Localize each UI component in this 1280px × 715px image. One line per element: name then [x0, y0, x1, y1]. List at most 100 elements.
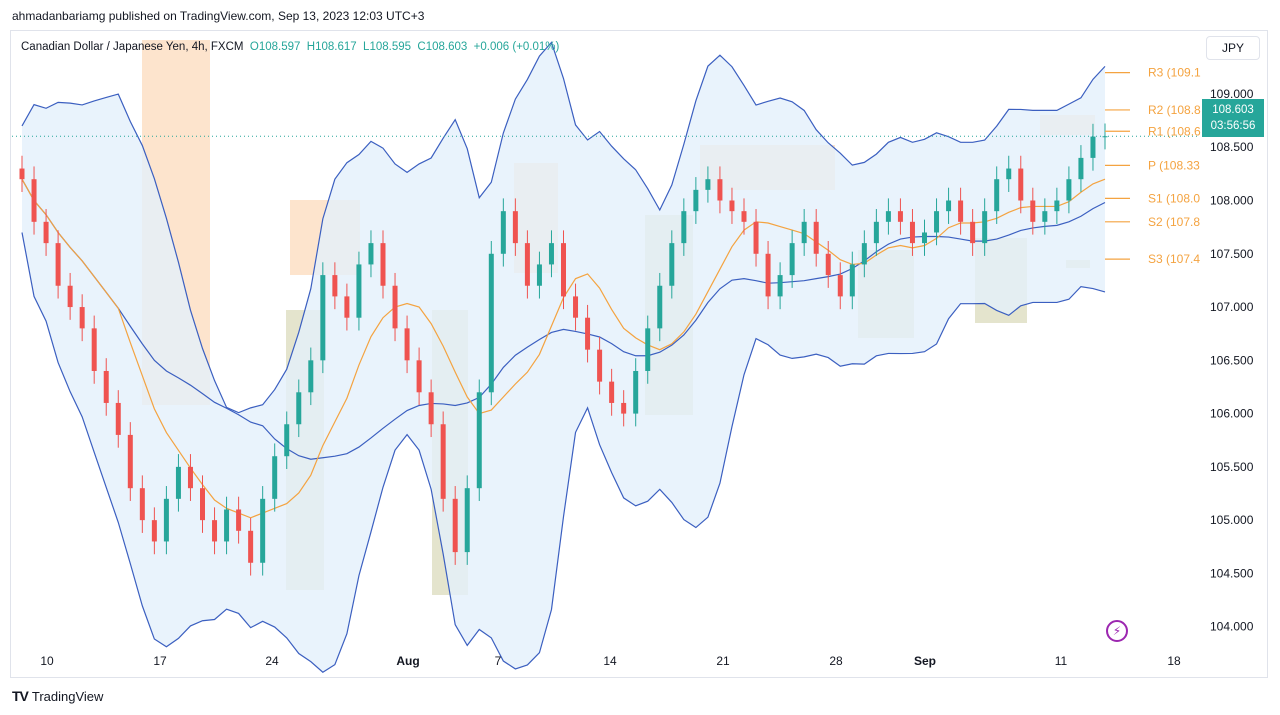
candle-body	[1018, 168, 1024, 201]
candle-body	[332, 275, 338, 297]
footer-brand[interactable]: TV TradingView	[12, 688, 103, 704]
candle-body	[922, 232, 927, 244]
candle-body	[982, 211, 988, 244]
x-tick-label: 7	[495, 654, 502, 668]
candle-body	[368, 243, 374, 265]
candle-body	[1030, 200, 1036, 222]
candle-body	[789, 243, 795, 276]
pivot-label: S1 (108.0	[1148, 191, 1200, 205]
legend-symbol: Canadian Dollar / Japanese Yen, 4h, FXCM	[21, 41, 244, 53]
published-caption: ahmadanbariamg published on TradingView.…	[12, 9, 425, 23]
candle-body	[597, 349, 603, 382]
candle-body	[272, 456, 278, 499]
y-tick-label: 104.000	[1210, 620, 1254, 634]
legend-close: C108.603	[417, 41, 468, 53]
candle-body	[621, 402, 627, 414]
candle-body	[91, 328, 97, 371]
candle-body	[994, 179, 1000, 212]
pivot-label: R3 (109.1	[1148, 66, 1201, 80]
candle-body	[885, 211, 891, 222]
candle-body	[934, 211, 940, 233]
pivot-label: R1 (108.6	[1148, 124, 1201, 138]
candle-body	[175, 466, 181, 499]
candle-body	[115, 402, 121, 435]
candle-body	[958, 200, 964, 222]
candle-body	[163, 498, 169, 542]
candle-body	[609, 381, 615, 403]
candle-body	[873, 221, 879, 244]
legend-change: +0.006 (+0.01%)	[473, 41, 560, 53]
legend-high: H108.617	[306, 41, 357, 53]
chart-legend: Canadian Dollar / Japanese Yen, 4h, FXCM…	[21, 41, 559, 53]
candle-body	[741, 211, 747, 222]
candle-body	[909, 221, 915, 244]
y-tick-label: 108.000	[1210, 194, 1254, 208]
candle-body	[344, 296, 350, 318]
band-fill	[22, 42, 1105, 673]
candle-body	[380, 243, 386, 286]
candle-body	[548, 243, 554, 265]
legend-open: O108.597	[249, 41, 301, 53]
candle-body	[1066, 179, 1072, 201]
candle-body	[248, 530, 254, 563]
candle-body	[681, 211, 687, 244]
y-tick-label: 107.000	[1210, 300, 1254, 314]
candle-body	[825, 253, 831, 276]
candle-body	[296, 392, 302, 425]
y-tick-label: 109.000	[1210, 87, 1254, 101]
candle-body	[224, 509, 230, 542]
candle-body	[43, 221, 49, 244]
band-lower-line	[21, 232, 1106, 673]
candle-body	[187, 466, 193, 489]
candle-body	[500, 211, 506, 254]
chart-frame	[10, 30, 1268, 678]
brand-name: TradingView	[31, 688, 104, 704]
band-upper-line	[21, 41, 1106, 414]
candle-body	[970, 221, 976, 244]
candle-body	[837, 275, 843, 297]
candle-body	[212, 520, 218, 542]
candle-body	[645, 328, 651, 371]
candle-body	[139, 488, 145, 521]
y-tick-label: 105.500	[1210, 460, 1254, 474]
candle-body	[308, 360, 314, 393]
candle-body	[476, 392, 482, 489]
candle-body	[1078, 157, 1084, 180]
x-tick-label: 28	[829, 654, 843, 668]
candle-body	[536, 264, 542, 286]
candle-body	[320, 275, 326, 361]
candle-body	[657, 285, 663, 329]
candle-body	[765, 253, 771, 297]
candle-body	[127, 434, 133, 489]
x-tick-label: 21	[716, 654, 730, 668]
currency-selector[interactable]: JPY	[1206, 36, 1260, 60]
candle-body	[897, 211, 903, 222]
candle-body	[512, 211, 518, 244]
candle-body	[404, 328, 410, 361]
y-tick-label: 104.500	[1210, 566, 1254, 580]
x-tick-label: Aug	[396, 654, 419, 668]
candle-body	[67, 285, 73, 308]
pivot-label: S3 (107.4	[1148, 252, 1200, 266]
candle-body	[585, 317, 591, 350]
candle-body	[693, 189, 699, 212]
candle-body	[151, 520, 157, 542]
x-tick-label: 18	[1167, 654, 1181, 668]
candle-body	[452, 498, 458, 553]
x-tick-label: 11	[1055, 654, 1068, 668]
y-tick-label: 106.500	[1210, 353, 1254, 367]
candle-body	[849, 264, 855, 297]
candle-body	[200, 488, 205, 521]
candle-body	[1054, 200, 1060, 212]
candle-body	[861, 243, 867, 265]
flash-icon[interactable]: ⚡	[1106, 620, 1128, 642]
candle-body	[573, 296, 579, 318]
candle-body	[79, 307, 85, 329]
candle-body	[1090, 136, 1096, 158]
candle-body	[440, 424, 446, 499]
candle-body	[31, 179, 37, 222]
candle-body	[103, 370, 109, 403]
candle-body	[392, 285, 398, 329]
candle-body	[669, 243, 675, 286]
